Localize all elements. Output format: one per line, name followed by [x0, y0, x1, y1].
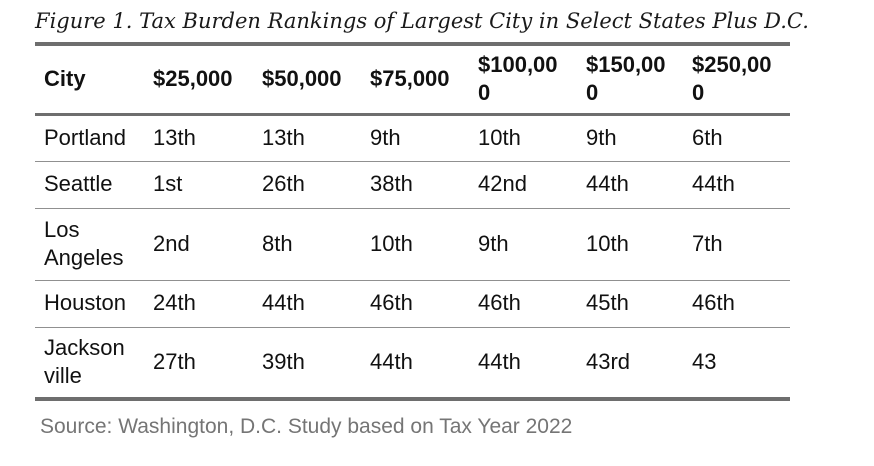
rank-value: 10th [586, 230, 629, 256]
city-name: Houston [44, 290, 126, 316]
rank-cell: 42nd [469, 161, 577, 208]
rank-cell: 46th [469, 280, 577, 327]
rank-cell: 6th [683, 114, 790, 161]
rank-cell: 9th [361, 114, 469, 161]
column-header-label: $75,000 [370, 66, 450, 92]
rank-cell: 45th [577, 280, 683, 327]
rank-cell: 39th [253, 327, 361, 399]
rank-value: 46th [370, 290, 413, 316]
tax-burden-rankings-table: City $25,000 $50,000 $75,000 $100,000 $1… [35, 42, 790, 401]
rank-value: 6th [692, 124, 723, 150]
rank-value: 46th [692, 290, 735, 316]
city-cell: Seattle [35, 161, 144, 208]
rank-value: 45th [586, 290, 629, 316]
city-name: Jacksonville [44, 335, 125, 389]
column-header-label: City [44, 66, 86, 92]
city-cell: Jacksonville [35, 327, 144, 399]
rank-value: 38th [370, 171, 413, 197]
rank-cell: 9th [469, 208, 577, 280]
rank-value: 10th [370, 230, 413, 256]
city-name: Seattle [44, 171, 113, 197]
rank-cell: 8th [253, 208, 361, 280]
rank-value: 39th [262, 349, 305, 375]
rank-cell: 10th [469, 114, 577, 161]
rank-cell: 13th [253, 114, 361, 161]
rank-cell: 27th [144, 327, 253, 399]
city-cell: Portland [35, 114, 144, 161]
figure-container: Figure 1. Tax Burden Rankings of Largest… [35, 9, 809, 438]
column-header-label: $150,000 [586, 52, 666, 106]
table-row-portland: Portland 13th 13th 9th 10th 9th 6th [35, 114, 790, 161]
rank-value: 1st [153, 171, 183, 197]
rank-cell: 43 [683, 327, 790, 399]
table-row-houston: Houston 24th 44th 46th 46th 45th 46th [35, 280, 790, 327]
rank-value: 44th [370, 349, 413, 375]
rank-value: 9th [478, 230, 509, 256]
rank-cell: 44th [577, 161, 683, 208]
rank-value: 43rd [586, 349, 631, 375]
rank-cell: 26th [253, 161, 361, 208]
rank-value: 8th [262, 230, 293, 256]
rank-value: 9th [586, 124, 617, 150]
column-header-100000: $100,000 [469, 44, 577, 114]
rank-cell: 46th [361, 280, 469, 327]
rank-value: 46th [478, 290, 521, 316]
rank-cell: 7th [683, 208, 790, 280]
rank-cell: 43rd [577, 327, 683, 399]
rank-value: 10th [478, 124, 521, 150]
rank-value: 43 [692, 349, 717, 375]
column-header-25000: $25,000 [144, 44, 253, 114]
rank-value: 44th [692, 171, 735, 197]
city-name: Portland [44, 124, 126, 150]
rank-value: 13th [262, 124, 305, 150]
source-note: Source: Washington, D.C. Study based on … [40, 415, 573, 438]
rank-value: 42nd [478, 171, 527, 197]
city-cell: Los Angeles [35, 208, 144, 280]
rank-cell: 44th [253, 280, 361, 327]
rank-cell: 2nd [144, 208, 253, 280]
column-header-50000: $50,000 [253, 44, 361, 114]
rank-cell: 44th [683, 161, 790, 208]
rank-value: 44th [586, 171, 629, 197]
table-row-seattle: Seattle 1st 26th 38th 42nd 44th 44th [35, 161, 790, 208]
rank-cell: 10th [577, 208, 683, 280]
rank-value: 9th [370, 124, 401, 150]
rank-cell: 44th [361, 327, 469, 399]
rank-cell: 44th [469, 327, 577, 399]
rank-value: 24th [153, 290, 196, 316]
rank-cell: 46th [683, 280, 790, 327]
figure-title: Figure 1. Tax Burden Rankings of Largest… [35, 9, 809, 33]
column-header-150000: $150,000 [577, 44, 683, 114]
city-cell: Houston [35, 280, 144, 327]
column-header-label: $50,000 [262, 66, 342, 92]
rank-value: 7th [692, 230, 723, 256]
city-name: Los Angeles [44, 216, 124, 270]
rank-value: 44th [262, 290, 305, 316]
rank-value: 27th [153, 349, 196, 375]
column-header-label: $250,000 [692, 52, 772, 106]
table-header-row: City $25,000 $50,000 $75,000 $100,000 $1… [35, 44, 790, 114]
column-header-label: $100,000 [478, 52, 558, 106]
rank-cell: 38th [361, 161, 469, 208]
rank-cell: 9th [577, 114, 683, 161]
rank-cell: 10th [361, 208, 469, 280]
column-header-city: City [35, 44, 144, 114]
rank-value: 44th [478, 349, 521, 375]
rank-value: 26th [262, 171, 305, 197]
table-row-los-angeles: Los Angeles 2nd 8th 10th 9th 10th 7th [35, 208, 790, 280]
rank-cell: 1st [144, 161, 253, 208]
rank-cell: 13th [144, 114, 253, 161]
table-row-jacksonville: Jacksonville 27th 39th 44th 44th 43rd 43 [35, 327, 790, 399]
column-header-75000: $75,000 [361, 44, 469, 114]
rank-cell: 24th [144, 280, 253, 327]
column-header-250000: $250,000 [683, 44, 790, 114]
column-header-label: $25,000 [153, 66, 233, 92]
rank-value: 2nd [153, 230, 190, 256]
rank-value: 13th [153, 124, 196, 150]
